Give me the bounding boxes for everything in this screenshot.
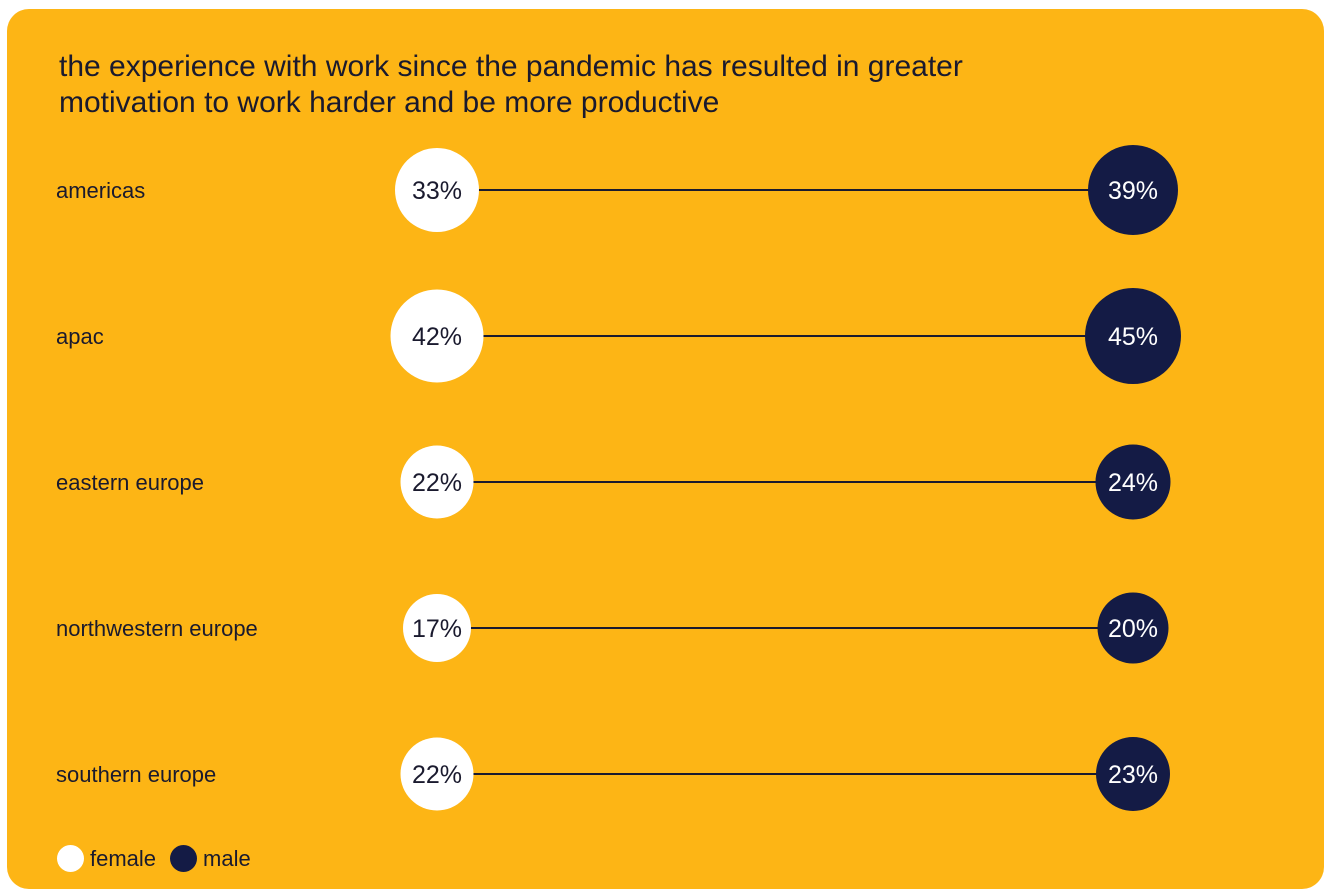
male-dot-southern-europe bbox=[1096, 737, 1170, 811]
male-dot-northwestern-europe bbox=[1097, 592, 1169, 664]
category-label-eastern-europe: eastern europe bbox=[56, 470, 204, 495]
male-dot-eastern-europe bbox=[1095, 444, 1171, 520]
category-label-southern-europe: southern europe bbox=[56, 762, 216, 787]
legend-item-male: male bbox=[170, 845, 251, 872]
female-dot-eastern-europe bbox=[400, 445, 474, 519]
chart-title: the experience with work since the pande… bbox=[59, 50, 963, 119]
dumbbell-plot: americas 33% 39% apac 42% 45% eastern europe 22… bbox=[56, 145, 1181, 811]
female-value-label-apac: 42% bbox=[412, 323, 462, 351]
legend: female male bbox=[57, 845, 265, 872]
female-value-label-northwestern-europe: 17% bbox=[412, 615, 462, 643]
category-label-americas: americas bbox=[56, 178, 145, 203]
legend-item-female: female bbox=[57, 845, 156, 872]
female-value-label-eastern-europe: 22% bbox=[412, 469, 462, 497]
category-label-northwestern-europe: northwestern europe bbox=[56, 616, 258, 641]
category-label-apac: apac bbox=[56, 324, 104, 349]
legend-swatch-female bbox=[57, 845, 84, 872]
male-value-label-northwestern-europe: 20% bbox=[1108, 615, 1158, 643]
male-value-label-americas: 39% bbox=[1108, 177, 1158, 205]
legend-label-female: female bbox=[90, 845, 157, 871]
female-value-label-southern-europe: 22% bbox=[412, 761, 462, 789]
male-value-label-eastern-europe: 24% bbox=[1108, 469, 1158, 497]
male-dot-americas bbox=[1088, 145, 1178, 235]
female-dot-apac bbox=[390, 289, 484, 383]
male-value-label-southern-europe: 23% bbox=[1108, 761, 1158, 789]
female-dot-americas bbox=[395, 148, 479, 232]
female-value-label-americas: 33% bbox=[412, 177, 462, 205]
chart-card: the experience with work since the pande… bbox=[7, 9, 1324, 889]
legend-label-male: male bbox=[203, 845, 251, 871]
legend-swatch-male bbox=[170, 845, 198, 872]
female-dot-southern-europe bbox=[400, 737, 474, 811]
male-dot-apac bbox=[1085, 288, 1181, 384]
female-dot-northwestern-europe bbox=[403, 594, 471, 662]
male-value-label-apac: 45% bbox=[1108, 323, 1158, 351]
